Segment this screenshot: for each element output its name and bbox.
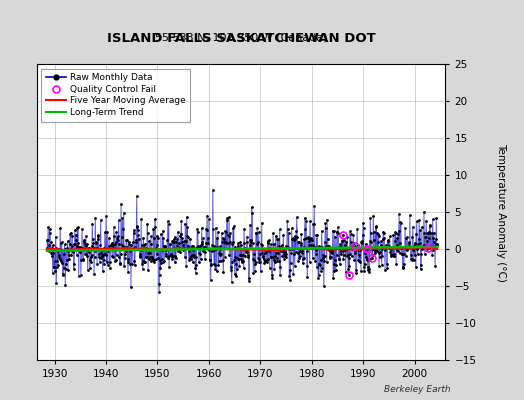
Text: 55.533 N, 102.350 W (Canada): 55.533 N, 102.350 W (Canada) — [155, 32, 328, 42]
Title: ISLAND FALLS SASKATCHEWAN DOT: ISLAND FALLS SASKATCHEWAN DOT — [107, 32, 375, 45]
Legend: Raw Monthly Data, Quality Control Fail, Five Year Moving Average, Long-Term Tren: Raw Monthly Data, Quality Control Fail, … — [41, 68, 190, 122]
Text: Berkeley Earth: Berkeley Earth — [384, 385, 451, 394]
Y-axis label: Temperature Anomaly (°C): Temperature Anomaly (°C) — [496, 142, 506, 282]
